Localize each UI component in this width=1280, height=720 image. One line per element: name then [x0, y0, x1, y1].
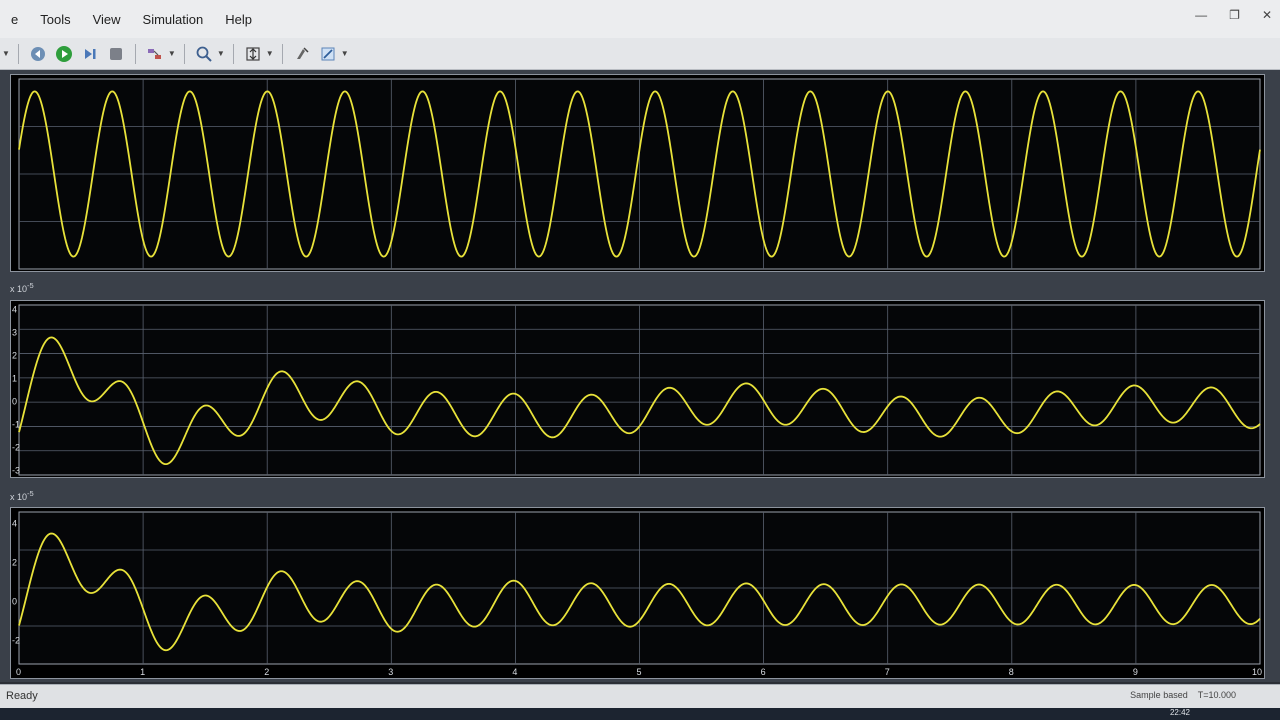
- scope-display-area: x 10-5 4 3 2 1 0 -1 -2 -3 x 10-5 4 2 0 -2 0 1 2 3 4 5 6 7 8…: [0, 70, 1280, 682]
- back-icon[interactable]: [27, 43, 49, 65]
- signal-trace: [18, 532, 1261, 652]
- scope-plot-2[interactable]: 4 3 2 1 0 -1 -2 -3: [11, 301, 1264, 477]
- y-tick-label: 0: [12, 396, 17, 406]
- toolbar-separator: [134, 43, 136, 64]
- y-tick-label: -3: [12, 465, 20, 475]
- x-tick-label: 2: [264, 667, 269, 677]
- x-tick-label: 1: [140, 667, 145, 677]
- x-tick-label: 10: [1252, 667, 1262, 677]
- menu-item-file[interactable]: e: [11, 11, 19, 27]
- menu-item-help[interactable]: Help: [225, 11, 252, 27]
- dropdown-arrow-icon[interactable]: ▼: [216, 49, 225, 58]
- run-icon[interactable]: [53, 43, 75, 65]
- edit-icon[interactable]: [317, 43, 339, 65]
- toolbar: ▼ ▼ ▼ ▼: [0, 38, 1280, 70]
- x-tick-label: 5: [637, 667, 642, 677]
- stop-icon[interactable]: [105, 43, 127, 65]
- y-tick-label: -2: [12, 442, 20, 452]
- signal-trace: [18, 90, 1261, 258]
- window-controls: — ❐ ✕: [1195, 8, 1272, 22]
- y-tick-label: 1: [12, 374, 17, 384]
- y-tick-label: 4: [12, 519, 17, 529]
- status-bar: Ready Sample based T=10.000: [0, 684, 1280, 708]
- restore-icon[interactable]: ❐: [1229, 8, 1240, 22]
- dropdown-arrow-icon[interactable]: ▼: [340, 49, 349, 58]
- x-tick-label: 4: [512, 667, 517, 677]
- scope-axes-3[interactable]: 4 2 0 -2 0 1 2 3 4 5 6 7 8 9 10: [10, 507, 1265, 679]
- status-text: Ready: [6, 690, 38, 702]
- sim-time-label: T=10.000: [1197, 690, 1236, 700]
- toolbar-separator: [17, 43, 19, 64]
- axis-exponent-label: x 10-5: [10, 281, 34, 294]
- menu-item-tools[interactable]: Tools: [40, 11, 71, 27]
- y-tick-label: 3: [12, 328, 17, 338]
- x-tick-label: 6: [761, 667, 766, 677]
- dropdown-arrow-icon[interactable]: ▼: [265, 49, 274, 58]
- dropdown-arrow-icon[interactable]: ▼: [2, 49, 10, 58]
- y-tick-label: 4: [12, 305, 17, 315]
- close-icon[interactable]: ✕: [1261, 8, 1272, 22]
- y-tick-label: 0: [12, 597, 17, 607]
- y-tick-label: -2: [12, 636, 20, 646]
- x-tick-label: 8: [1009, 667, 1014, 677]
- y-tick-label: 2: [12, 558, 17, 568]
- style-icon[interactable]: [291, 43, 313, 65]
- clock-label: 22:42: [1169, 708, 1190, 717]
- dropdown-arrow-icon[interactable]: ▼: [167, 49, 176, 58]
- step-forward-icon[interactable]: [79, 43, 101, 65]
- x-tick-label: 9: [1133, 667, 1138, 677]
- scope-plot-1[interactable]: [11, 75, 1264, 271]
- x-tick-label: 0: [16, 667, 21, 677]
- signal-trace: [18, 336, 1261, 466]
- zoom-icon[interactable]: [193, 43, 215, 65]
- menu-item-view[interactable]: View: [92, 11, 121, 27]
- os-taskbar: 22:42: [0, 708, 1280, 720]
- toolbar-separator: [232, 43, 234, 64]
- scope-axes-1[interactable]: [10, 74, 1265, 272]
- sample-mode-label: Sample based: [1130, 690, 1188, 700]
- axis-exponent-label: x 10-5: [10, 489, 34, 502]
- y-tick-label: 2: [12, 351, 17, 361]
- status-info: Sample based T=10.000: [1130, 690, 1236, 700]
- menu-bar: e Tools View Simulation Help — ❐ ✕: [0, 0, 1280, 38]
- highlight-icon[interactable]: [144, 43, 166, 65]
- menu-item-simulation[interactable]: Simulation: [142, 11, 204, 27]
- x-tick-label: 7: [885, 667, 890, 677]
- scope-axes-2[interactable]: 4 3 2 1 0 -1 -2 -3: [10, 300, 1265, 478]
- toolbar-separator: [281, 43, 283, 64]
- x-tick-label: 3: [388, 667, 393, 677]
- scope-plot-3[interactable]: 4 2 0 -2 0 1 2 3 4 5 6 7 8 9 10: [11, 508, 1264, 678]
- y-tick-label: -1: [12, 419, 20, 429]
- toolbar-separator: [183, 43, 185, 64]
- scale-axes-icon[interactable]: [242, 43, 264, 65]
- minimize-icon[interactable]: —: [1195, 8, 1208, 22]
